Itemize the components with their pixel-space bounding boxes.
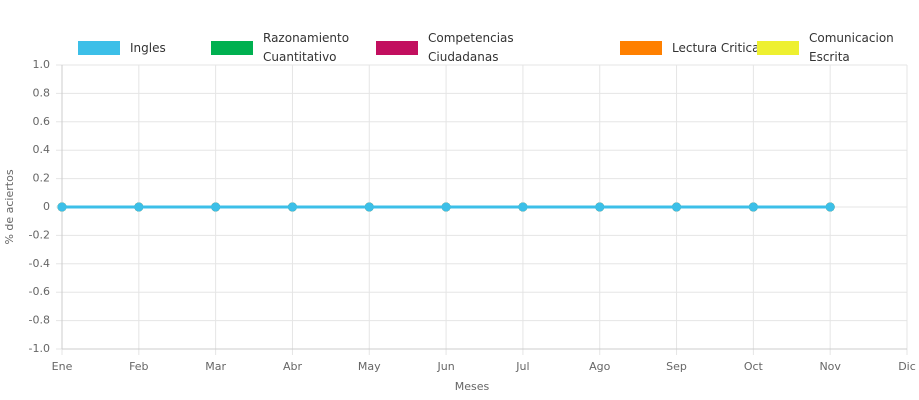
- legend-item[interactable]: Ingles: [78, 30, 230, 66]
- x-tick-label: Oct: [744, 360, 764, 373]
- legend-label: Comunicacion Escrita: [809, 31, 894, 64]
- data-point: [595, 202, 605, 212]
- y-tick-label: 0.8: [33, 86, 51, 99]
- legend-swatch: [620, 41, 662, 55]
- data-point: [211, 202, 221, 212]
- x-tick-label: May: [358, 360, 381, 373]
- data-point: [57, 202, 67, 212]
- y-tick-label: 0.6: [33, 115, 51, 128]
- y-tick-label: -1.0: [29, 342, 50, 355]
- x-tick-label: Jul: [515, 360, 529, 373]
- legend-label: Competencias Ciudadanas: [428, 31, 514, 64]
- y-tick-label: 0.4: [33, 143, 51, 156]
- data-point: [134, 202, 144, 212]
- x-tick-label: Dic: [898, 360, 916, 373]
- y-tick-label: -0.2: [29, 228, 50, 241]
- legend-item[interactable]: Competencias Ciudadanas: [376, 30, 528, 66]
- data-point: [364, 202, 374, 212]
- y-axis-title: % de aciertos: [3, 169, 16, 244]
- x-tick-label: Feb: [129, 360, 148, 373]
- legend-item[interactable]: Razonamiento Cuantitativo: [211, 30, 363, 66]
- data-point: [672, 202, 682, 212]
- legend-swatch: [376, 41, 418, 55]
- legend-swatch: [78, 41, 120, 55]
- data-point: [825, 202, 835, 212]
- y-tick-label: 0: [43, 200, 50, 213]
- y-tick-label: -0.8: [29, 314, 50, 327]
- x-tick-label: Ene: [52, 360, 73, 373]
- x-axis-title: Meses: [455, 380, 490, 393]
- legend-label: Razonamiento Cuantitativo: [263, 31, 350, 64]
- data-point: [518, 202, 528, 212]
- y-tick-label: 0.2: [33, 172, 51, 185]
- y-tick-label: 1.0: [33, 58, 51, 71]
- x-tick-label: Sep: [666, 360, 687, 373]
- legend-label: Lectura Critica: [672, 40, 760, 55]
- y-tick-label: -0.4: [29, 257, 50, 270]
- data-point: [441, 202, 451, 212]
- legend-item[interactable]: Comunicacion Escrita: [757, 30, 909, 66]
- x-tick-label: Mar: [205, 360, 226, 373]
- x-tick-label: Abr: [283, 360, 303, 373]
- x-tick-label: Jun: [436, 360, 454, 373]
- x-tick-label: Nov: [819, 360, 841, 373]
- data-point: [287, 202, 297, 212]
- legend-item[interactable]: Lectura Critica: [620, 30, 772, 66]
- data-point: [748, 202, 758, 212]
- y-tick-label: -0.6: [29, 285, 50, 298]
- legend-swatch: [211, 41, 253, 55]
- legend-label: Ingles: [130, 40, 166, 55]
- x-tick-label: Ago: [589, 360, 611, 373]
- legend-swatch: [757, 41, 799, 55]
